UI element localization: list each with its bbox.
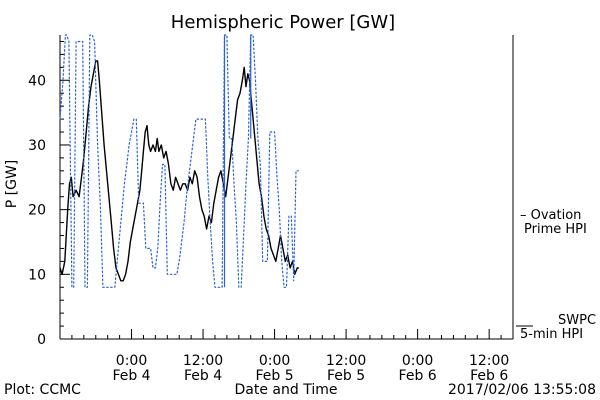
y-tick-label: 30 <box>28 138 46 154</box>
legend-swpc-line1: SWPC <box>558 313 596 328</box>
x-tick-time-label: 0:00 <box>116 353 147 369</box>
x-tick-time-label: 0:00 <box>402 353 433 369</box>
y-tick-label: 40 <box>28 73 46 89</box>
chart-title: Hemispheric Power [GW] <box>171 12 395 33</box>
x-tick-time-label: 0:00 <box>259 353 290 369</box>
x-tick-time-label: 12:00 <box>326 353 366 369</box>
x-tick-date-label: Feb 5 <box>327 368 365 384</box>
legend-swpc-line2: 5-min HPI <box>520 327 583 342</box>
footer-right-label: 2017/02/06 13:55:08 <box>448 382 596 398</box>
x-tick-date-label: Feb 5 <box>256 368 294 384</box>
legend-ovation-line1: – Ovation <box>520 208 581 223</box>
x-tick-time-label: 12:00 <box>469 353 509 369</box>
swpc-series-line <box>59 60 300 282</box>
ovation-series-line <box>59 34 299 288</box>
y-tick-label: 20 <box>28 203 46 219</box>
x-tick-date-label: Feb 6 <box>399 368 437 384</box>
footer-left-label: Plot: CCMC <box>4 382 81 398</box>
x-tick-date-label: Feb 6 <box>470 368 508 384</box>
legend-ovation-line2: Prime HPI <box>524 222 587 237</box>
y-axis-label: P [GW] <box>4 160 20 209</box>
x-axis-label: Date and Time <box>235 382 338 398</box>
y-tick-label: 0 <box>37 332 46 348</box>
y-tick-label: 10 <box>28 267 46 283</box>
x-tick-time-label: 12:00 <box>183 353 223 369</box>
x-tick-date-label: Feb 4 <box>184 368 222 384</box>
x-tick-date-label: Feb 4 <box>112 368 150 384</box>
